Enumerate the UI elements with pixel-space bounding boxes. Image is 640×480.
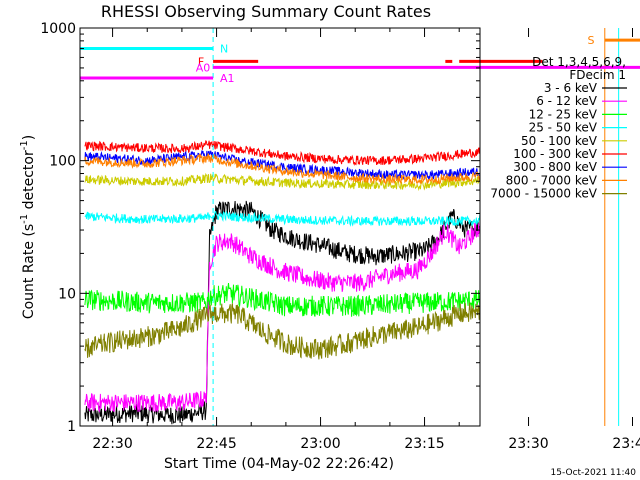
- timestamp: 15-Oct-2021 11:40: [551, 468, 637, 478]
- x-tick-label-3: 23:15: [404, 436, 444, 452]
- series-6-12kev: [84, 222, 480, 414]
- flag-label-5: A0: [196, 61, 211, 74]
- chart-title: RHESSI Observing Summary Count Rates: [101, 2, 431, 21]
- x-tick-label-4: 23:30: [508, 436, 548, 452]
- flag-label-7: S: [587, 34, 594, 47]
- series-25-50kev: [84, 210, 480, 227]
- legend-label-2: 12 - 25 keV: [529, 107, 598, 121]
- legend-label-6: 300 - 800 keV: [513, 160, 597, 174]
- x-tick-label-2: 23:00: [300, 436, 340, 452]
- series-50-100kev: [84, 172, 480, 192]
- y-axis-label-main: Count Rate (s: [21, 224, 37, 319]
- flag-label-6: A1: [220, 72, 235, 85]
- y-axis-label: Count Rate (s-1 detector-1): [19, 135, 37, 319]
- y-axis-label-sup1: -1: [19, 214, 30, 224]
- series-300-800kev: [84, 150, 480, 181]
- legend-label-4: 50 - 100 keV: [521, 134, 598, 148]
- x-tick-label-5: 23:45: [612, 436, 640, 452]
- y-tick-label-1: 10: [58, 286, 76, 302]
- series-7000-15000kev: [84, 302, 480, 360]
- series-800-7000kev: [84, 153, 480, 185]
- x-tick-label-1: 22:45: [196, 436, 236, 452]
- legend-label-1: 6 - 12 keV: [536, 94, 598, 108]
- series-3-6kev: [84, 200, 480, 425]
- legend-label-3: 25 - 50 keV: [529, 121, 598, 135]
- legend-header-line-1: Det 1,3,4,5,6,9,: [532, 55, 626, 69]
- series-100-300kev: [84, 140, 480, 166]
- y-axis-label-sup2: -1: [19, 140, 30, 150]
- y-axis-label-mid: detector: [21, 150, 37, 214]
- data-layer: [84, 140, 480, 425]
- x-axis-label: Start Time (04-May-02 22:26:42): [164, 456, 394, 472]
- y-tick-label-0: 1: [67, 419, 76, 435]
- y-tick-label-3: 1000: [40, 21, 76, 37]
- axis-layer: 22:3022:4523:0023:1523:3023:4500:0011010…: [40, 21, 640, 452]
- flag-label-0: N: [220, 43, 228, 56]
- legend-label-8: 7000 - 15000 keV: [490, 187, 597, 201]
- legend-label-5: 100 - 300 keV: [513, 147, 597, 161]
- y-tick-label-2: 100: [49, 154, 76, 170]
- marker-layer: N FA0 A1 S: [80, 28, 640, 426]
- legend-label-7: 800 - 7000 keV: [506, 173, 598, 187]
- series-12-25kev: [84, 283, 480, 317]
- flag-label-2: F: [198, 55, 204, 68]
- legend-header-line-2: FDecim 1: [569, 68, 626, 82]
- y-axis-label-end: ): [21, 135, 37, 140]
- x-tick-label-0: 22:30: [92, 436, 132, 452]
- legend-label-0: 3 - 6 keV: [544, 81, 598, 95]
- plot-frame: [79, 27, 481, 427]
